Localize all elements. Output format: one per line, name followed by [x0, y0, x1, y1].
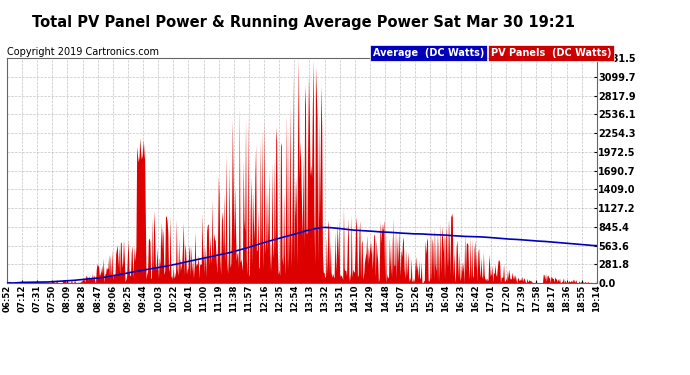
Text: Total PV Panel Power & Running Average Power Sat Mar 30 19:21: Total PV Panel Power & Running Average P… [32, 15, 575, 30]
Text: PV Panels  (DC Watts): PV Panels (DC Watts) [491, 48, 611, 58]
Text: Average  (DC Watts): Average (DC Watts) [373, 48, 484, 58]
Text: Copyright 2019 Cartronics.com: Copyright 2019 Cartronics.com [7, 47, 159, 57]
